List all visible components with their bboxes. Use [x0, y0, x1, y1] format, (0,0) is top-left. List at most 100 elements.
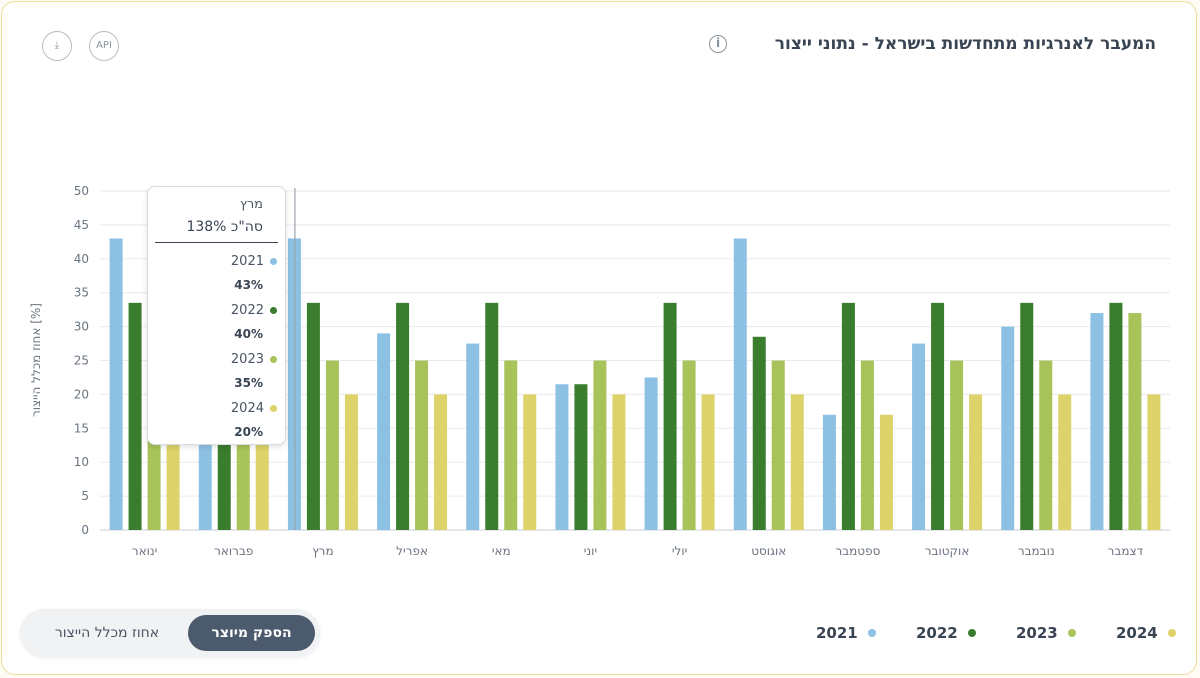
bar-2022[interactable]	[574, 384, 588, 530]
bar-2024[interactable]	[1058, 394, 1072, 530]
tooltip-value: 43%	[234, 278, 263, 292]
bar-2023[interactable]	[1128, 313, 1142, 530]
bar-2023[interactable]	[415, 360, 429, 531]
x-tick-label: אוקטובר	[925, 544, 970, 558]
chart-title: המעבר לאנרגיות מתחדשות בישראל - נתוני יי…	[774, 34, 1156, 54]
x-tick-label: מאי	[492, 544, 511, 558]
legend-label: 2024	[1116, 624, 1158, 642]
bar-2021[interactable]	[822, 414, 836, 530]
bar-2021[interactable]	[733, 238, 747, 530]
bar-2024[interactable]	[523, 394, 537, 530]
unit-toggle: אחוז מכלל הייצור הספק מיוצר	[20, 609, 320, 657]
axis-layer: 0 5 10 15 20 25 30 35 40 45 50 אחוז מכלל הייצור [%]…	[29, 184, 1144, 558]
bar-2021[interactable]	[912, 343, 926, 530]
bar-2022[interactable]	[841, 302, 855, 530]
dot-2023-icon	[270, 356, 277, 363]
download-button[interactable]: ⤓	[42, 31, 72, 61]
legend-item-2022[interactable]: 2022	[916, 624, 976, 642]
bar-2022[interactable]	[1020, 302, 1034, 530]
bar-2024[interactable]	[790, 394, 804, 530]
bar-2022[interactable]	[752, 336, 766, 530]
bar-2023[interactable]	[325, 360, 339, 531]
bar-2024[interactable]	[434, 394, 448, 530]
bars-layer	[109, 238, 1161, 531]
y-tick-label: 20	[74, 387, 89, 401]
bar-2024[interactable]	[612, 394, 626, 530]
y-axis-label: אחוז מכלל הייצור [%]	[29, 303, 43, 417]
bar-2022[interactable]	[306, 302, 320, 530]
bar-2021[interactable]	[466, 343, 480, 530]
y-tick-label: 15	[74, 421, 89, 435]
x-tick-label: דצמבר	[1108, 544, 1144, 558]
legend-label: 2023	[1016, 624, 1058, 642]
bar-2021[interactable]	[555, 384, 569, 530]
bar-2023[interactable]	[860, 360, 874, 531]
bar-2021[interactable]	[644, 377, 658, 530]
bar-2021[interactable]	[377, 333, 391, 530]
bar-2023[interactable]	[682, 360, 696, 531]
legend-item-2024[interactable]: 2024	[1116, 624, 1176, 642]
bar-2024[interactable]	[701, 394, 715, 530]
y-tick-label: 0	[81, 523, 89, 537]
bar-2021[interactable]	[1001, 326, 1015, 530]
tooltip-row: 2021 43%	[157, 254, 277, 292]
x-tick-label: יולי	[672, 544, 687, 558]
bar-2024[interactable]	[969, 394, 983, 530]
dot-2024-icon	[270, 405, 277, 412]
legend-dot-icon	[967, 629, 976, 637]
x-tick-label: אפריל	[396, 544, 428, 558]
tooltip: מרץ סה"כ 138% 2021 43% 2022 40% 2023 35%…	[147, 186, 286, 445]
toggle-power-option[interactable]: הספק מיוצר	[188, 615, 315, 651]
bar-2021[interactable]	[109, 238, 123, 530]
bar-2023[interactable]	[1039, 360, 1053, 531]
tooltip-month: מרץ	[239, 197, 263, 212]
legend-item-2023[interactable]: 2023	[1016, 624, 1076, 642]
bar-2024[interactable]	[344, 394, 358, 530]
tooltip-year: 2024	[230, 401, 264, 416]
bar-2023[interactable]	[593, 360, 607, 531]
x-tick-label: מרץ	[312, 544, 333, 558]
api-button[interactable]: API	[89, 31, 119, 61]
bar-2022[interactable]	[663, 302, 677, 530]
tooltip-row: 2024 20%	[157, 401, 277, 439]
bar-2023[interactable]	[950, 360, 964, 531]
bar-2022[interactable]	[1109, 302, 1123, 530]
tooltip-year: 2022	[230, 303, 264, 318]
legend-label: 2021	[816, 624, 858, 642]
y-tick-label: 5	[81, 489, 89, 503]
tooltip-value: 35%	[234, 376, 263, 390]
x-tick-label: ינואר	[132, 544, 158, 558]
tooltip-divider	[155, 242, 278, 243]
tooltip-row: 2023 35%	[157, 352, 277, 390]
legend-item-2021[interactable]: 2021	[816, 624, 876, 642]
tooltip-year: 2023	[230, 352, 264, 367]
toggle-percent-option[interactable]: אחוז מכלל הייצור	[54, 625, 160, 641]
y-tick-label: 50	[74, 184, 89, 198]
x-tick-label: פברואר	[214, 544, 253, 558]
x-tick-label: אוגוסט	[751, 544, 786, 558]
bar-2022[interactable]	[485, 302, 499, 530]
bar-2022[interactable]	[396, 302, 410, 530]
y-tick-label: 35	[74, 286, 89, 300]
tooltip-total: סה"כ 138%	[186, 219, 263, 235]
bar-2023[interactable]	[771, 360, 785, 531]
bar-2022[interactable]	[128, 302, 142, 530]
legend-dot-icon	[1167, 629, 1176, 637]
bar-2024[interactable]	[879, 414, 893, 530]
y-tick-label: 25	[74, 354, 89, 368]
y-tick-label: 30	[74, 320, 89, 334]
info-icon[interactable]: i	[709, 35, 727, 53]
bar-2023[interactable]	[504, 360, 518, 531]
y-tick-label: 45	[74, 218, 89, 232]
y-tick-label: 40	[74, 252, 89, 266]
download-icon: ⤓	[54, 40, 60, 51]
bar-2021[interactable]	[1090, 313, 1104, 530]
y-tick-label: 10	[74, 455, 89, 469]
bar-2024[interactable]	[1147, 394, 1161, 530]
tooltip-year: 2021	[230, 254, 264, 269]
tooltip-value: 40%	[234, 327, 263, 341]
tooltip-value: 20%	[234, 425, 263, 439]
x-tick-label: נובמבר	[1018, 544, 1055, 558]
bar-2022[interactable]	[931, 302, 945, 530]
